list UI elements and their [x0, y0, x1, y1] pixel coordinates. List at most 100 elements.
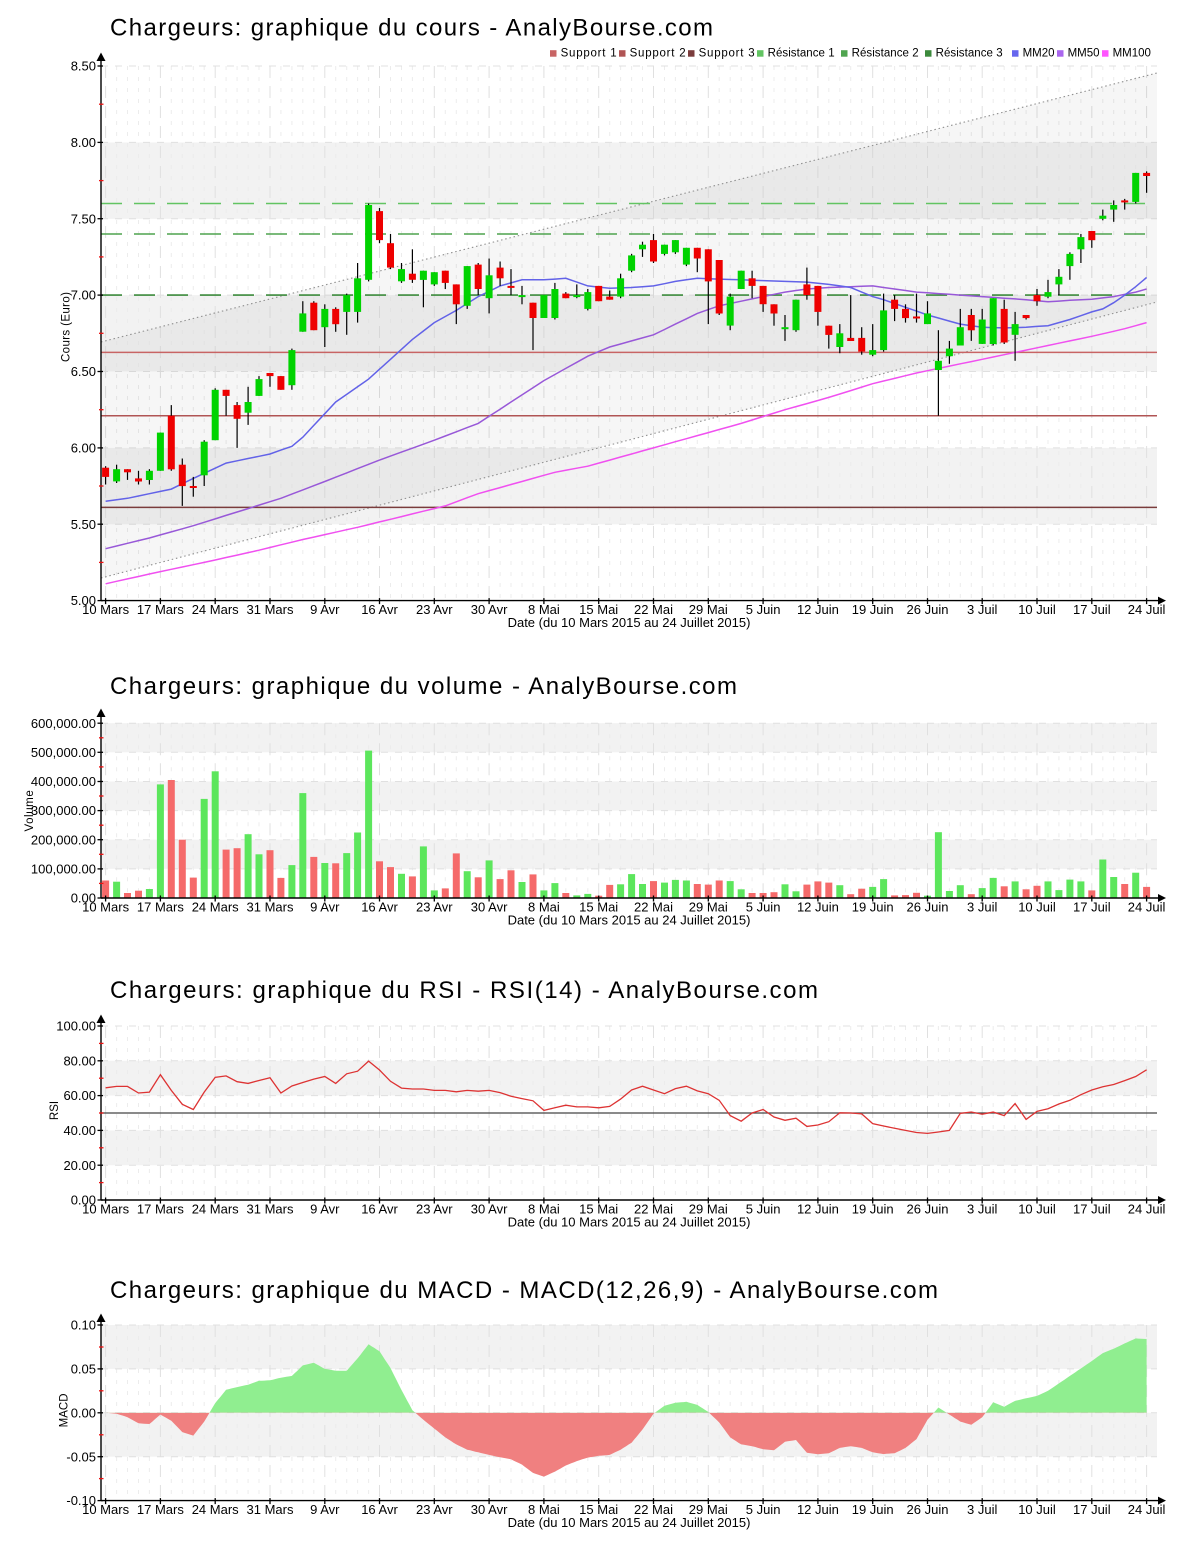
svg-text:29 Mai: 29 Mai	[689, 899, 728, 914]
svg-text:10 Mars: 10 Mars	[82, 602, 129, 617]
svg-text:0.00: 0.00	[71, 1405, 96, 1420]
svg-text:600,000.00: 600,000.00	[31, 716, 96, 731]
svg-text:10 Juil: 10 Juil	[1018, 1502, 1056, 1517]
svg-text:19 Juin: 19 Juin	[852, 1502, 894, 1517]
svg-text:Chargeurs: graphique du MACD -: Chargeurs: graphique du MACD - MACD(12,2…	[110, 1277, 938, 1304]
svg-text:24 Mars: 24 Mars	[192, 899, 239, 914]
svg-text:29 Mai: 29 Mai	[689, 602, 728, 617]
svg-text:3 Juil: 3 Juil	[967, 1201, 997, 1216]
svg-text:Date (du 10 Mars 2015 au 24 Ju: Date (du 10 Mars 2015 au 24 Juillet 2015…	[508, 615, 751, 630]
svg-text:Chargeurs: graphique du cours: Chargeurs: graphique du cours - AnalyBou…	[110, 15, 713, 42]
svg-text:10 Mars: 10 Mars	[82, 1201, 129, 1216]
svg-text:Support 3: Support 3	[699, 48, 755, 60]
svg-text:Date (du 10 Mars 2015 au 24 Ju: Date (du 10 Mars 2015 au 24 Juillet 2015…	[508, 1515, 751, 1530]
svg-text:26 Juin: 26 Juin	[907, 1502, 949, 1517]
svg-text:Résistance 1: Résistance 1	[768, 48, 835, 60]
svg-text:100,000.00: 100,000.00	[31, 862, 96, 877]
svg-text:29 Mai: 29 Mai	[689, 1201, 728, 1216]
svg-text:MACD: MACD	[58, 1393, 70, 1427]
svg-text:RSI: RSI	[49, 1101, 61, 1120]
svg-text:MM100: MM100	[1113, 48, 1151, 60]
svg-text:23 Avr: 23 Avr	[416, 602, 453, 617]
svg-text:0.00: 0.00	[71, 1193, 96, 1208]
svg-text:12 Juin: 12 Juin	[797, 602, 839, 617]
svg-text:MM50: MM50	[1068, 48, 1100, 60]
svg-text:12 Juin: 12 Juin	[797, 899, 839, 914]
svg-text:6.50: 6.50	[71, 364, 96, 379]
svg-text:22 Mai: 22 Mai	[634, 602, 673, 617]
svg-text:Date (du 10 Mars 2015 au 24 Ju: Date (du 10 Mars 2015 au 24 Juillet 2015…	[508, 912, 751, 927]
svg-text:15 Mai: 15 Mai	[579, 602, 618, 617]
svg-text:5 Juin: 5 Juin	[746, 1502, 781, 1517]
svg-text:15 Mai: 15 Mai	[579, 899, 618, 914]
svg-text:3 Juil: 3 Juil	[967, 602, 997, 617]
svg-text:30 Avr: 30 Avr	[471, 899, 508, 914]
svg-text:26 Juin: 26 Juin	[907, 1201, 949, 1216]
svg-text:15 Mai: 15 Mai	[579, 1502, 618, 1517]
svg-text:Résistance 2: Résistance 2	[852, 48, 919, 60]
svg-text:16 Avr: 16 Avr	[361, 602, 398, 617]
svg-text:8 Mai: 8 Mai	[528, 1201, 560, 1216]
svg-text:24 Juil: 24 Juil	[1128, 1201, 1166, 1216]
svg-text:22 Mai: 22 Mai	[634, 1201, 673, 1216]
svg-text:10 Mars: 10 Mars	[82, 899, 129, 914]
svg-text:80.00: 80.00	[63, 1053, 96, 1068]
svg-text:10 Juil: 10 Juil	[1018, 1201, 1056, 1216]
svg-text:24 Mars: 24 Mars	[192, 602, 239, 617]
svg-text:20.00: 20.00	[63, 1158, 96, 1173]
svg-text:-0.10: -0.10	[66, 1493, 96, 1508]
svg-text:9 Avr: 9 Avr	[310, 1502, 340, 1517]
svg-text:Date (du 10 Mars 2015 au 24 Ju: Date (du 10 Mars 2015 au 24 Juillet 2015…	[508, 1214, 751, 1229]
svg-text:24 Juil: 24 Juil	[1128, 899, 1166, 914]
svg-text:400,000.00: 400,000.00	[31, 774, 96, 789]
svg-text:26 Juin: 26 Juin	[907, 899, 949, 914]
svg-text:5 Juin: 5 Juin	[746, 899, 781, 914]
svg-text:23 Avr: 23 Avr	[416, 1201, 453, 1216]
svg-text:6.00: 6.00	[71, 441, 96, 456]
svg-text:10 Mars: 10 Mars	[82, 1502, 129, 1517]
svg-text:26 Juin: 26 Juin	[907, 602, 949, 617]
svg-text:5.50: 5.50	[71, 517, 96, 532]
svg-text:16 Avr: 16 Avr	[361, 1502, 398, 1517]
svg-text:7.00: 7.00	[71, 288, 96, 303]
svg-text:3 Juil: 3 Juil	[967, 899, 997, 914]
svg-text:5 Juin: 5 Juin	[746, 1201, 781, 1216]
svg-text:17 Juil: 17 Juil	[1073, 1502, 1111, 1517]
svg-text:9 Avr: 9 Avr	[310, 602, 340, 617]
svg-text:30 Avr: 30 Avr	[471, 602, 508, 617]
svg-text:24 Mars: 24 Mars	[192, 1201, 239, 1216]
svg-text:Volume: Volume	[24, 790, 36, 831]
svg-text:16 Avr: 16 Avr	[361, 899, 398, 914]
svg-text:30 Avr: 30 Avr	[471, 1201, 508, 1216]
svg-text:17 Mars: 17 Mars	[137, 1502, 184, 1517]
svg-text:24 Juil: 24 Juil	[1128, 602, 1166, 617]
svg-text:23 Avr: 23 Avr	[416, 1502, 453, 1517]
svg-text:17 Juil: 17 Juil	[1073, 899, 1111, 914]
svg-text:8 Mai: 8 Mai	[528, 899, 560, 914]
svg-text:12 Juin: 12 Juin	[797, 1201, 839, 1216]
svg-text:22 Mai: 22 Mai	[634, 1502, 673, 1517]
svg-text:15 Mai: 15 Mai	[579, 1201, 618, 1216]
svg-text:17 Juil: 17 Juil	[1073, 1201, 1111, 1216]
svg-text:22 Mai: 22 Mai	[634, 899, 673, 914]
svg-text:8 Mai: 8 Mai	[528, 602, 560, 617]
svg-text:24 Juil: 24 Juil	[1128, 1502, 1166, 1517]
svg-text:17 Mars: 17 Mars	[137, 1201, 184, 1216]
svg-text:0.00: 0.00	[71, 891, 96, 906]
svg-text:7.50: 7.50	[71, 211, 96, 226]
svg-text:8.50: 8.50	[71, 59, 96, 74]
svg-text:Support 1: Support 1	[561, 48, 617, 60]
svg-text:19 Juin: 19 Juin	[852, 1201, 894, 1216]
svg-text:31 Mars: 31 Mars	[247, 1502, 294, 1517]
svg-text:31 Mars: 31 Mars	[247, 899, 294, 914]
svg-text:0.10: 0.10	[71, 1318, 96, 1333]
svg-text:23 Avr: 23 Avr	[416, 899, 453, 914]
svg-text:Chargeurs: graphique du volume: Chargeurs: graphique du volume - AnalyBo…	[110, 673, 737, 700]
svg-text:MM20: MM20	[1023, 48, 1055, 60]
svg-text:100.00: 100.00	[56, 1019, 96, 1034]
svg-text:12 Juin: 12 Juin	[797, 1502, 839, 1517]
svg-text:9 Avr: 9 Avr	[310, 899, 340, 914]
svg-text:Résistance 3: Résistance 3	[936, 48, 1003, 60]
svg-text:60.00: 60.00	[63, 1088, 96, 1103]
svg-text:17 Mars: 17 Mars	[137, 602, 184, 617]
